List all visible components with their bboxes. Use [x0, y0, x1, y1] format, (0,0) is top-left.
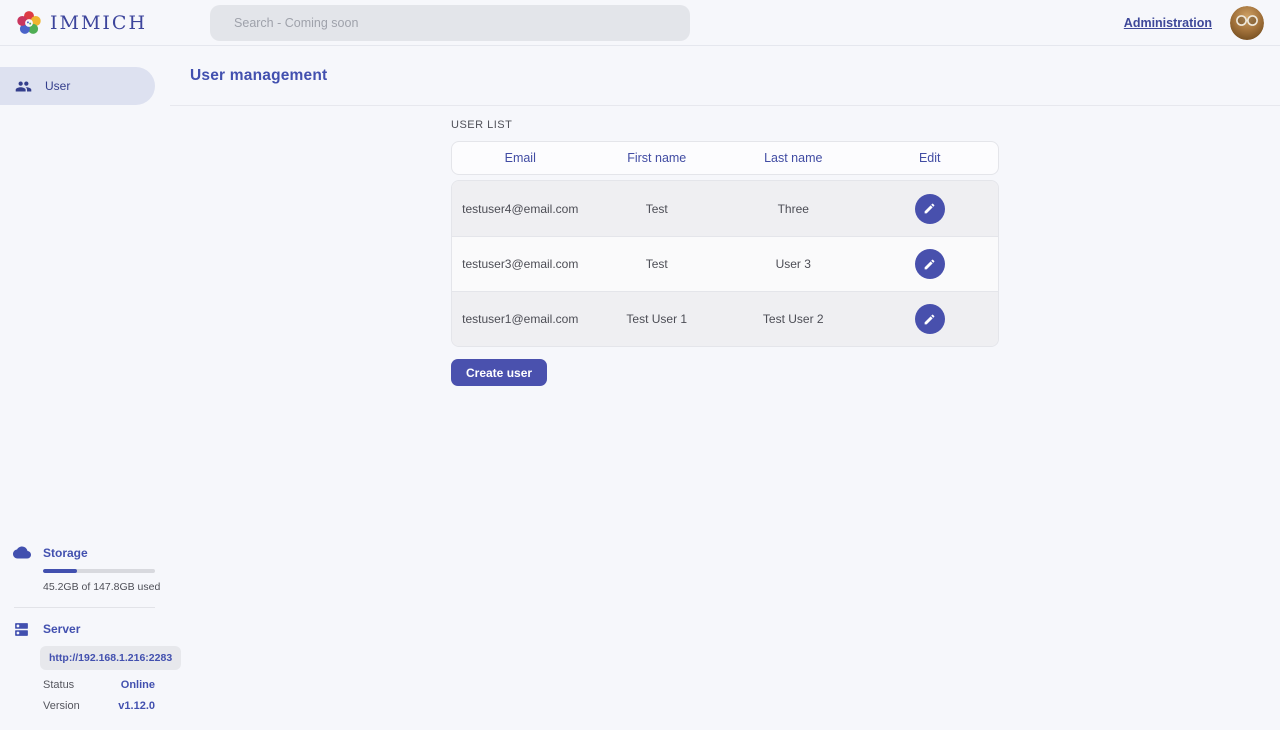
col-header-first-name: First name: [627, 151, 687, 165]
server-title: Server: [43, 622, 81, 636]
pencil-icon: [923, 313, 936, 326]
storage-title: Storage: [43, 546, 88, 560]
cell-last-name: User 3: [775, 257, 811, 271]
col-header-email: Email: [504, 151, 536, 165]
cell-email: testuser4@email.com: [462, 201, 579, 216]
edit-user-button[interactable]: [914, 249, 945, 279]
top-bar: IMMICH Administration: [0, 0, 1280, 46]
storage-usage-text: 45.2GB of 147.8GB used: [43, 581, 161, 593]
page-title-bar: User management: [170, 46, 1280, 106]
dns-server-icon: [13, 621, 30, 643]
storage-section: Storage 45.2GB of 147.8GB used: [0, 546, 170, 593]
sidebar: User Storage 45.2GB of 147.8GB used: [0, 46, 182, 730]
user-table: testuser4@email.com Test Three testuser3…: [451, 180, 999, 347]
server-url-chip: http://192.168.1.216:2283: [40, 646, 182, 670]
administration-link[interactable]: Administration: [1123, 15, 1212, 30]
sidebar-item-user[interactable]: User: [0, 67, 155, 105]
cell-first-name: Test User 1: [626, 312, 688, 326]
server-section: Server http://192.168.1.216:2283 Status …: [0, 621, 182, 712]
server-status-row: Status Online: [43, 679, 155, 691]
sidebar-divider: [14, 607, 155, 608]
create-user-button[interactable]: Create user: [451, 359, 548, 386]
users-icon: [15, 78, 32, 95]
pencil-icon: [923, 202, 936, 215]
cell-email: testuser1@email.com: [462, 312, 579, 326]
storage-progress-track: [43, 569, 155, 573]
cell-last-name: Test User 2: [762, 312, 824, 326]
storage-progress-fill: [43, 569, 78, 573]
table-row: testuser1@email.com Test User 1 Test Use…: [452, 291, 998, 346]
server-version-row: Version v1.12.0: [43, 700, 155, 712]
cell-first-name: Test: [645, 257, 668, 271]
table-row: testuser4@email.com Test Three: [452, 181, 998, 236]
version-value: v1.12.0: [118, 700, 155, 712]
section-title: USER LIST: [451, 119, 513, 131]
edit-user-button[interactable]: [914, 304, 945, 334]
edit-user-button[interactable]: [914, 193, 945, 224]
cell-first-name: Test: [645, 201, 668, 216]
table-row: testuser3@email.com Test User 3: [452, 236, 998, 291]
user-avatar[interactable]: [1230, 5, 1264, 40]
brand-name: IMMICH: [50, 11, 148, 34]
sidebar-item-user-label: User: [45, 79, 71, 93]
col-header-edit: Edit: [918, 151, 941, 165]
pencil-icon: [923, 258, 936, 271]
cell-email: testuser3@email.com: [462, 257, 579, 271]
page-title: User management: [190, 66, 328, 84]
cell-last-name: Three: [777, 201, 809, 216]
version-label: Version: [43, 700, 80, 712]
cloud-icon: [13, 545, 31, 565]
immich-flower-icon: [16, 10, 42, 36]
col-header-last-name: Last name: [764, 151, 823, 165]
table-header-row: Email First name Last name Edit: [451, 141, 999, 175]
status-value: Online: [120, 679, 155, 691]
main-area: User management USER LIST Email First na…: [170, 46, 1280, 730]
search-input[interactable]: [210, 4, 691, 41]
sidebar-footer: Storage 45.2GB of 147.8GB used Server ht…: [0, 546, 182, 730]
status-label: Status: [43, 679, 75, 691]
user-list-panel: USER LIST Email First name Last name Edi…: [451, 119, 999, 386]
immich-logo[interactable]: IMMICH: [16, 10, 147, 36]
